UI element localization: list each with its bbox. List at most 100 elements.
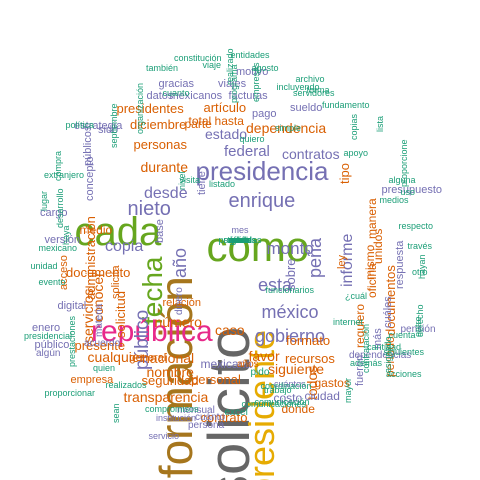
word-lista: lista: [374, 115, 385, 132]
word-cuánto: cuánto: [195, 412, 226, 423]
word-¿cuál: ¿cuál: [345, 290, 368, 301]
word-gastos: gastos: [314, 376, 350, 390]
word-cuáles: cuáles: [381, 296, 394, 328]
word-general: general: [129, 351, 167, 364]
word-cargo: cargo: [40, 206, 68, 219]
word-mayor: mayor: [342, 377, 353, 403]
word-siguientes: siguientes: [383, 346, 425, 357]
word-otro: otro: [412, 266, 428, 277]
word-programas: programas: [218, 234, 262, 245]
word-visita: visita: [179, 174, 201, 185]
word-política: política: [65, 119, 95, 130]
word-organización: organización: [134, 82, 145, 134]
word-institución: institución: [156, 412, 197, 423]
word-copias: copias: [348, 113, 359, 140]
word-internet: internet: [333, 316, 364, 327]
word-mexicana: mexicana: [200, 357, 252, 371]
word-número: número: [154, 314, 202, 330]
word-constitución: constitución: [174, 52, 222, 63]
word-presidencia: presidencia: [195, 156, 329, 186]
word-base: base: [153, 219, 166, 243]
word-presupuesto: presupuesto: [381, 183, 443, 196]
word-cantidad: cantidad: [367, 341, 402, 352]
word-versión: versión: [44, 233, 80, 246]
word-mensual: mensual: [177, 405, 215, 416]
word-favor: favor: [230, 234, 251, 245]
word-enero: enero: [32, 321, 61, 334]
word-presidencial: presidencial: [24, 330, 73, 341]
word-comunicación: comunicación: [254, 396, 310, 407]
word-gobierno: gobierno: [255, 326, 326, 346]
word-pago: pago: [252, 107, 277, 120]
word-ley: ley: [335, 254, 348, 269]
word-año: año: [170, 247, 190, 278]
word-sueldo: sueldo: [290, 101, 323, 114]
word-persona: persona: [188, 420, 225, 431]
word-empresa: empresa: [70, 373, 114, 386]
word-pensión: pensión: [400, 324, 436, 335]
word-servicio: servicio: [148, 430, 180, 441]
word-parte: parte: [184, 117, 212, 131]
word-incluyendo: incluyendo: [276, 81, 320, 92]
word-uso: uso: [400, 186, 416, 197]
word-desde: desde: [144, 185, 188, 202]
word-además: además: [350, 357, 383, 368]
word-también: también: [146, 62, 179, 73]
word-nieto: nieto: [127, 198, 171, 220]
word-fundamento: fundamento: [322, 99, 370, 110]
word-quiero: quiero: [239, 133, 265, 144]
word-alguna: alguna: [388, 174, 416, 185]
word-diciembre: diciembre: [130, 116, 187, 132]
word-facturas: facturas: [228, 89, 268, 102]
word-como: como: [206, 223, 310, 270]
word-simple: simple: [275, 122, 302, 133]
word-haya: haya: [60, 225, 71, 245]
word-coordinación: coordinación: [260, 380, 312, 391]
word-comunicaciones: comunicaciones: [241, 398, 307, 409]
word-sido: sido: [98, 123, 119, 136]
word-excel: excel: [224, 407, 248, 418]
word-viajes: viajes: [218, 77, 247, 90]
word-día: día: [233, 234, 247, 245]
word-archivo: archivo: [295, 73, 325, 84]
word-medio: medio: [79, 223, 113, 237]
word-esa: esa: [232, 234, 248, 245]
word-empresas: empresas: [250, 62, 261, 102]
word-federal: federal: [224, 142, 270, 160]
word-siguiente: siguiente: [268, 361, 325, 377]
word-monto: monto: [266, 238, 314, 258]
word-actual: actual: [228, 234, 253, 245]
word-funcionarios: funcionarios: [265, 284, 315, 295]
word-nivel: nivel: [176, 170, 187, 190]
word-gracias: gracias: [158, 77, 194, 90]
word-sociales: sociales: [223, 234, 257, 245]
word-evento: evento: [38, 276, 66, 287]
word-recursos: recursos: [285, 350, 335, 366]
word-digital: digital: [57, 299, 87, 312]
word-dinero: dinero: [174, 287, 185, 315]
word-materia: materia: [94, 303, 105, 337]
word-extranjero: extranjero: [44, 169, 85, 180]
word-prestaciones: prestaciones: [66, 315, 77, 367]
word-transparencia: transparencia: [123, 389, 209, 405]
word-personal: personal: [191, 371, 241, 387]
word-mes: mes: [231, 224, 249, 235]
word-república: república: [91, 315, 213, 348]
word-donde: donde: [281, 402, 315, 416]
word-derecho: derecho: [414, 303, 425, 337]
word-listado: listado: [209, 178, 236, 189]
word-cuanto: cuanto: [162, 87, 190, 98]
word-oficial: oficial: [228, 234, 252, 245]
word-viaje: viaje: [202, 59, 222, 70]
word-medios: medios: [379, 194, 409, 205]
word-servidores: servidores: [293, 87, 335, 98]
word-apoyo: apoyo: [343, 147, 369, 158]
word-unidad: unidad: [30, 260, 58, 271]
word-programa: programa: [228, 63, 239, 103]
word-acciones: acciones: [386, 368, 422, 379]
word-administración: administración: [82, 216, 98, 300]
word-público: público: [34, 338, 70, 351]
word-contrato: contrato: [200, 409, 248, 425]
word-costo: costo: [273, 391, 303, 405]
